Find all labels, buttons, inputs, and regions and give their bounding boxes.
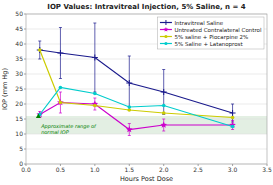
marker-circle (93, 92, 97, 96)
marker-circle (127, 105, 131, 109)
grid-line (26, 89, 267, 90)
marker-circle (162, 111, 166, 115)
x-tick-label: 0.0 (21, 166, 31, 173)
x-tick-label: 0.5 (56, 166, 66, 173)
x-tick-label: 1.5 (125, 166, 135, 173)
marker-circle (38, 48, 42, 52)
grid-line (26, 119, 267, 120)
legend: Intravitreal SalineUntreated Contralater… (157, 17, 264, 49)
x-axis-label: Hours Post Dose (120, 175, 173, 183)
legend-label: Intravitreal Saline (174, 20, 223, 26)
marker-plus (37, 47, 43, 53)
annotation-line: normal IOP (41, 129, 69, 135)
legend-box (157, 17, 264, 49)
series (38, 86, 234, 129)
y-tick-label: 5 (19, 145, 23, 152)
x-tick-label: 3.5 (262, 166, 272, 173)
annotation: Approximate range ofnormal IOP (40, 123, 97, 135)
series-line (40, 88, 233, 127)
marker-circle (93, 104, 97, 108)
y-tick-label: 35 (15, 55, 23, 62)
y-axis-label: IOP (mm Hg) (1, 68, 9, 110)
y-tick-label: 50 (15, 10, 23, 17)
marker-circle (231, 125, 235, 129)
y-tick-label: 30 (15, 70, 23, 77)
marker-star (164, 27, 169, 32)
marker-plus (161, 89, 167, 95)
legend-label: 5% Saline + Latanoprost (174, 41, 243, 48)
marker-plus (126, 80, 132, 86)
chart: 051015202530354045500.00.51.01.52.02.53.… (0, 0, 273, 185)
error-bar (38, 41, 41, 59)
grid-line (26, 74, 267, 75)
legend-label: Untreated Contralateral Control (174, 27, 262, 33)
x-tick-label: 2.0 (159, 166, 169, 173)
x-tick-label: 1.0 (90, 166, 100, 173)
marker-circle (59, 86, 63, 90)
marker-plus (163, 20, 168, 25)
marker-plus (92, 55, 98, 61)
y-tick-label: 15 (15, 115, 23, 122)
x-tick-label: 2.5 (193, 166, 203, 173)
series (36, 92, 235, 136)
y-tick-label: 40 (15, 40, 23, 47)
x-tick-label: 3.0 (228, 166, 238, 173)
series-line (40, 50, 233, 118)
marker-plus (57, 50, 63, 56)
marker-circle (162, 104, 166, 108)
grid-line (26, 59, 267, 60)
normal-range-band (26, 116, 267, 134)
plot-area (26, 14, 267, 164)
marker-circle (164, 35, 167, 38)
marker-circle (59, 101, 63, 105)
marker-star (160, 122, 167, 128)
marker-circle (164, 42, 167, 45)
series (38, 48, 234, 119)
y-tick-label: 10 (15, 130, 23, 137)
plot-frame (26, 14, 267, 164)
y-tick-label: 20 (15, 100, 23, 107)
marker-plus (230, 110, 236, 116)
y-tick-label: 25 (15, 85, 23, 92)
marker-triangle (36, 114, 41, 119)
grid-line (26, 149, 267, 150)
error-bar (59, 92, 62, 113)
marker-circle (231, 116, 235, 120)
legend-label: 5% saline + Piocarpine 2% (174, 34, 248, 41)
title: IOP Values: Intravitreal Injection, 5% S… (47, 3, 246, 11)
marker-star (229, 122, 236, 128)
grid (26, 14, 267, 164)
y-tick-label: 45 (15, 25, 23, 32)
marker-star (126, 126, 133, 132)
